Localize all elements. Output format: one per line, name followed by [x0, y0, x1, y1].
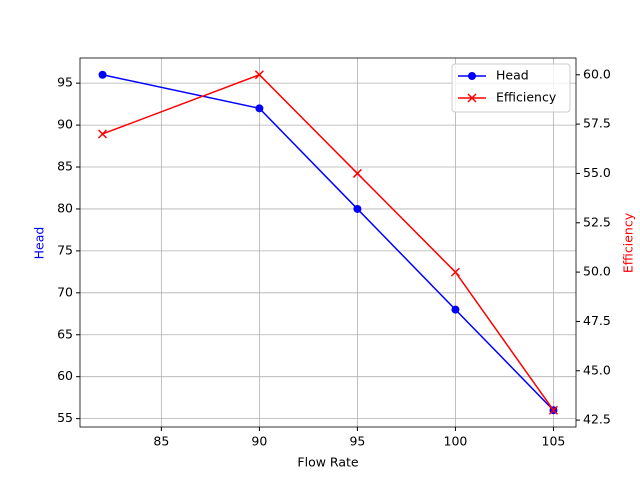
- x-tick-label: 95: [349, 434, 365, 449]
- point: [98, 70, 107, 79]
- point: [352, 168, 362, 178]
- point: [98, 129, 108, 139]
- y2-tick-label: 60.0: [583, 66, 611, 81]
- y-tick-label: 65: [57, 326, 73, 341]
- y-axis-label: Head: [32, 227, 47, 260]
- legend-marker: [467, 93, 477, 103]
- x-tick-label: 90: [251, 434, 267, 449]
- y-tick-label: 55: [57, 410, 73, 425]
- legend-label: Head: [496, 68, 529, 83]
- legend-marker: [468, 72, 476, 80]
- point: [451, 305, 460, 314]
- x-tick-label: 85: [153, 434, 169, 449]
- point: [450, 267, 460, 277]
- y2-tick-label: 45.0: [583, 362, 611, 377]
- x-tick-label: 105: [542, 434, 566, 449]
- point: [254, 70, 264, 80]
- y-tick-label: 80: [57, 200, 73, 215]
- y2-tick-label: 57.5: [583, 116, 611, 131]
- y2-tick-label: 52.5: [583, 214, 611, 229]
- y-tick-label: 75: [57, 242, 73, 257]
- legend: Head Efficiency: [451, 63, 571, 113]
- point: [353, 204, 362, 213]
- x-axis-label: Flow Rate: [297, 455, 358, 470]
- y-tick-label: 90: [57, 117, 73, 132]
- plot-frame: [79, 57, 577, 428]
- y2-tick-label: 42.5: [583, 412, 611, 427]
- point: [548, 405, 558, 415]
- point: [255, 104, 264, 113]
- y-tick-label: 70: [57, 284, 73, 299]
- legend-label: Efficiency: [496, 90, 557, 105]
- y2-tick-label: 55.0: [583, 165, 611, 180]
- y-tick-label: 85: [57, 159, 73, 174]
- y-tick-label: 95: [57, 75, 73, 90]
- y2-axis-label: Efficiency: [621, 212, 636, 273]
- x-tick-label: 100: [444, 434, 468, 449]
- y2-tick-label: 47.5: [583, 313, 611, 328]
- y-tick-label: 60: [57, 368, 73, 383]
- y2-tick-label: 50.0: [583, 264, 611, 279]
